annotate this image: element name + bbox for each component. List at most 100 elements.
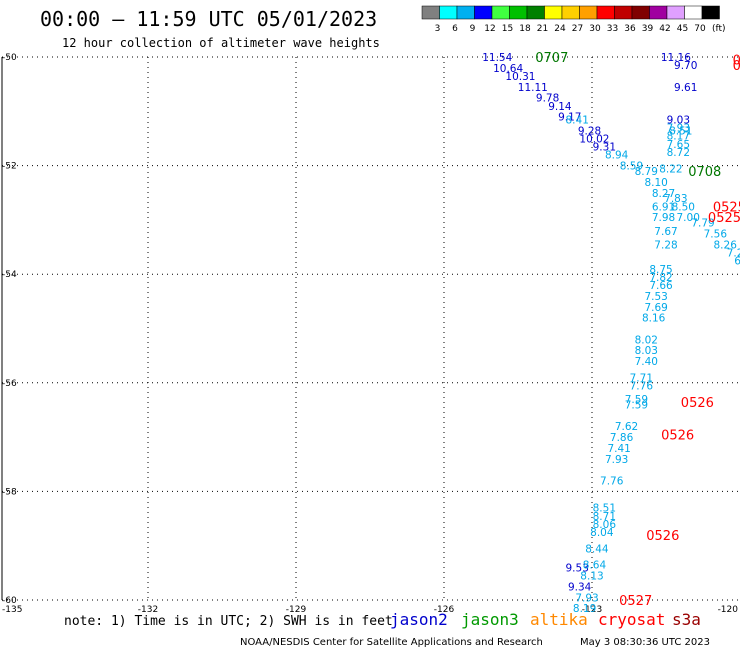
pass-time-label: 0524 — [733, 54, 740, 69]
swh-value-label: 7.76 — [600, 476, 624, 488]
swh-value-label: 8.26 — [714, 239, 738, 251]
y-tick-label: -56 — [2, 379, 17, 389]
x-tick-label: -120 — [718, 605, 739, 615]
colorbar-swatch — [421, 5, 440, 20]
swh-value-label: 7.93 — [667, 123, 690, 135]
swh-value-label: 8.79 — [635, 166, 658, 178]
colorbar-tick-label: 9 — [470, 24, 476, 34]
swh-value-label: 8.04 — [590, 527, 614, 539]
colorbar-tick-label: 30 — [589, 24, 601, 34]
swh-value-label: 9.70 — [674, 60, 697, 72]
swh-value-label: 8.64 — [583, 560, 607, 572]
y-tick-label: -54 — [2, 270, 17, 280]
swh-value-label: 7.76 — [630, 381, 654, 393]
colorbar-swatch — [544, 5, 563, 20]
plot-area: -135 -132 -129 -126 -123 -120 -50 -52 -54 -56 -58 -… — [1, 51, 740, 615]
swh-value-label: 7.66 — [649, 280, 673, 292]
swh-value-label: 7.00 — [677, 212, 700, 224]
grid — [1, 56, 740, 601]
swh-value-label: 7.56 — [704, 228, 728, 240]
colorbar-swatch — [491, 5, 510, 20]
swh-value-label: 8.02 — [635, 334, 658, 346]
x-tick-label: -129 — [286, 605, 307, 615]
swh-value-label: 11.11 — [518, 82, 548, 94]
swh-value-label: 8.94 — [605, 150, 629, 162]
swh-value-label: 8.44 — [585, 543, 609, 555]
swh-value-label: 8.16 — [642, 313, 666, 325]
y-tick-label: -50 — [2, 53, 17, 63]
colorbar-tick-label: 6 — [452, 24, 458, 34]
satellite-name: altika — [530, 610, 588, 629]
swh-value-label: 7.98 — [652, 212, 675, 224]
swh-value-label: 10.64 — [493, 63, 523, 75]
swh-value-label: 8.17 — [667, 131, 690, 143]
swh-value-label: 10.02 — [579, 133, 609, 145]
colorbar-tick-label: 3 — [435, 24, 441, 34]
swh-value-label: 7.59 — [625, 394, 648, 406]
satellite-name: jason2 — [390, 610, 448, 629]
swh-value-label: 9.14 — [548, 101, 572, 113]
swh-value-label: 8.13 — [580, 571, 603, 583]
swh-value-label: 7.40 — [635, 356, 658, 368]
colorbar-tick-label: 42 — [659, 24, 670, 34]
swh-value-label: 7.93 — [605, 454, 628, 466]
swh-value-label: 7.2 — [727, 247, 740, 259]
swh-value-label: 10.31 — [505, 71, 535, 83]
swh-value-label: 8.51 — [669, 125, 692, 137]
swh-value-label: 7.41 — [607, 443, 630, 455]
swh-value-label: 9.03 — [667, 114, 690, 126]
chart-title: 00:00 – 11:59 UTC 05/01/2023 — [40, 7, 377, 31]
satellite-name: jason3 — [461, 610, 519, 629]
colorbar-swatch — [526, 5, 545, 20]
colorbar-unit: (ft) — [712, 24, 726, 34]
time-labels: 0707 0708 05240524 05250525 0526 0526 0526 0527 — [535, 51, 740, 609]
colorbar-tick-label: 70 — [694, 24, 706, 34]
swh-value-label: 7.83 — [664, 193, 687, 205]
satellite-legend: jason2 jason3 altika cryosat s3a — [390, 610, 701, 629]
swh-value-label: 8.22 — [659, 163, 682, 175]
pass-time-label: 0526 — [661, 428, 694, 443]
x-tick-label: -126 — [434, 605, 455, 615]
swh-value-label: 8.71 — [593, 511, 616, 523]
swh-value-label: 8.10 — [644, 177, 667, 189]
colorbar-tick-label: 12 — [484, 24, 495, 34]
footer-note: note: 1) Time is in UTC; 2) SWH is in fe… — [64, 614, 393, 629]
pass-time-label: 0525 — [713, 200, 740, 215]
swh-value-label: 8.75 — [649, 264, 672, 276]
colorbar-legend: 3 6 9 12 15 18 21 24 27 30 33 36 39 42 45 70 — [421, 5, 720, 34]
data-labels: 11.5410.6410.3111.119.789.149.179.2810.0… — [482, 52, 740, 615]
chart-subtitle: 12 hour collection of altimeter wave hei… — [62, 36, 380, 50]
colorbar-swatch — [456, 5, 475, 20]
colorbar-tick-label: 45 — [677, 24, 688, 34]
swh-value-label: 8.03 — [635, 345, 658, 357]
swh-value-label: 9.53 — [566, 562, 589, 574]
colorbar-tick-label: 36 — [624, 24, 636, 34]
swh-value-label: 8.06 — [593, 519, 617, 531]
credit-text: NOAA/NESDIS Center for Satellite Applica… — [240, 637, 543, 648]
swh-value-label: 7.67 — [654, 226, 677, 238]
pass-time-label: 0526 — [681, 396, 714, 411]
swh-value-label: 9.28 — [578, 125, 601, 137]
satellite-name: cryosat — [598, 610, 665, 629]
colorbar-swatch — [439, 5, 458, 20]
swh-value-label: 8.59 — [620, 161, 643, 173]
colorbar-tick-label: 39 — [642, 24, 654, 34]
x-tick-label: -123 — [582, 605, 602, 615]
swh-value-label: 7.71 — [630, 372, 653, 384]
swh-value-label: 11.54 — [482, 52, 512, 64]
pass-time-label: 0526 — [646, 529, 679, 544]
swh-value-label: 7.53 — [644, 291, 667, 303]
swh-value-label: 7.93 — [575, 592, 598, 604]
colorbar-tick-label: 33 — [607, 24, 618, 34]
swh-value-label: 9.34 — [568, 581, 592, 593]
colorbar-swatch — [666, 5, 685, 20]
colorbar-tick-label: 18 — [519, 24, 531, 34]
swh-value-label: 11.16 — [661, 52, 691, 64]
swh-value-label: 8.72 — [667, 147, 690, 159]
swh-value-label: 6 — [734, 256, 740, 268]
swh-value-label: 8.19 — [573, 603, 596, 615]
swh-value-label: 9.17 — [558, 112, 581, 124]
swh-value-label: 8.51 — [593, 503, 616, 515]
colorbar-tick-label: 21 — [537, 24, 548, 34]
